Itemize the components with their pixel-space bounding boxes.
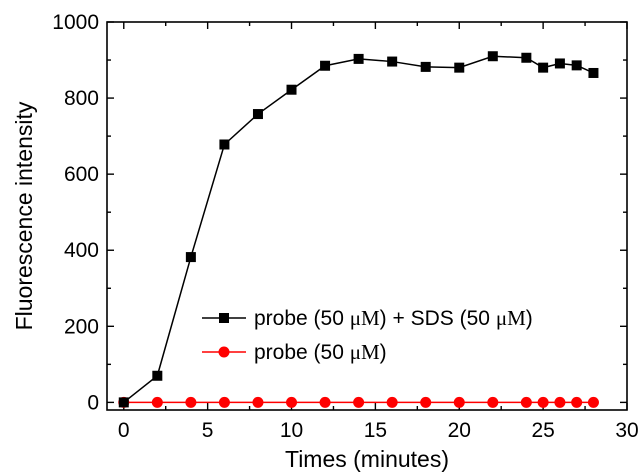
x-axis-title: Times (minutes) [285, 446, 449, 472]
data-point [353, 396, 365, 408]
data-point [286, 396, 298, 408]
y-tick-label: 0 [87, 391, 99, 414]
data-point [319, 396, 331, 408]
legend-label-part: μM [350, 340, 380, 364]
legend-label-part: μM [496, 306, 526, 330]
data-point [554, 58, 565, 69]
y-tick-label: 600 [64, 163, 99, 186]
series-square [118, 51, 599, 408]
x-tick-label: 25 [531, 419, 554, 442]
data-point [286, 84, 297, 95]
data-point [487, 51, 498, 62]
legend-marker [218, 346, 230, 358]
legend: probe (50 μM) + SDS (50 μM)probe (50 μM) [202, 306, 533, 364]
data-point [588, 67, 599, 78]
data-point [520, 396, 532, 408]
data-point [537, 396, 549, 408]
x-tick-label: 20 [448, 419, 471, 442]
y-tick-label: 1000 [52, 11, 99, 34]
x-tick-label: 0 [118, 419, 130, 442]
legend-item: probe (50 μM) [202, 340, 387, 364]
plot-frame [106, 21, 628, 411]
plot-border [106, 21, 628, 411]
y-tick-label: 400 [64, 239, 99, 262]
x-tick-label: 10 [280, 419, 303, 442]
y-tick-label: 800 [64, 87, 99, 110]
data-point [571, 60, 582, 71]
legend-item: probe (50 μM) + SDS (50 μM) [202, 306, 533, 330]
data-point [185, 252, 196, 263]
data-point [252, 396, 264, 408]
data-point [554, 396, 566, 408]
x-tick-label: 15 [364, 419, 387, 442]
data-point [387, 56, 398, 67]
legend-marker [219, 313, 229, 323]
data-point [219, 139, 230, 150]
series-layer [118, 51, 599, 408]
data-point [218, 396, 230, 408]
y-axis-title: Fluorescence intensity [11, 101, 37, 330]
data-point [386, 396, 398, 408]
data-point [521, 52, 532, 63]
legend-label-part: μM [350, 306, 380, 330]
data-point [453, 396, 465, 408]
data-point [152, 370, 163, 381]
legend-label-part: probe (50 [254, 307, 350, 330]
legend-label-part: ) [526, 307, 533, 330]
data-point [252, 109, 263, 120]
data-point [151, 396, 163, 408]
x-axis: 0 5 10 15 20 25 30 [118, 22, 639, 442]
data-point [185, 396, 197, 408]
data-point [118, 397, 129, 408]
legend-label-part: ) [380, 341, 387, 364]
legend-label-part: probe (50 [254, 341, 350, 364]
data-point [353, 53, 364, 64]
data-point [538, 62, 549, 73]
data-point [320, 60, 331, 71]
legend-label-part: ) + SDS (50 [380, 307, 496, 330]
data-point [420, 61, 431, 72]
data-point [587, 396, 599, 408]
series-circle [118, 396, 599, 408]
legend-label: probe (50 μM) [254, 340, 387, 364]
x-tick-label: 30 [615, 419, 638, 442]
y-axis: 0 200 400 600 800 1000 [52, 11, 627, 414]
data-point [454, 62, 465, 73]
data-point [487, 396, 499, 408]
legend-label: probe (50 μM) + SDS (50 μM) [254, 306, 533, 330]
y-tick-label: 200 [64, 315, 99, 338]
x-tick-label: 5 [202, 419, 214, 442]
data-point [571, 396, 583, 408]
data-point [420, 396, 432, 408]
